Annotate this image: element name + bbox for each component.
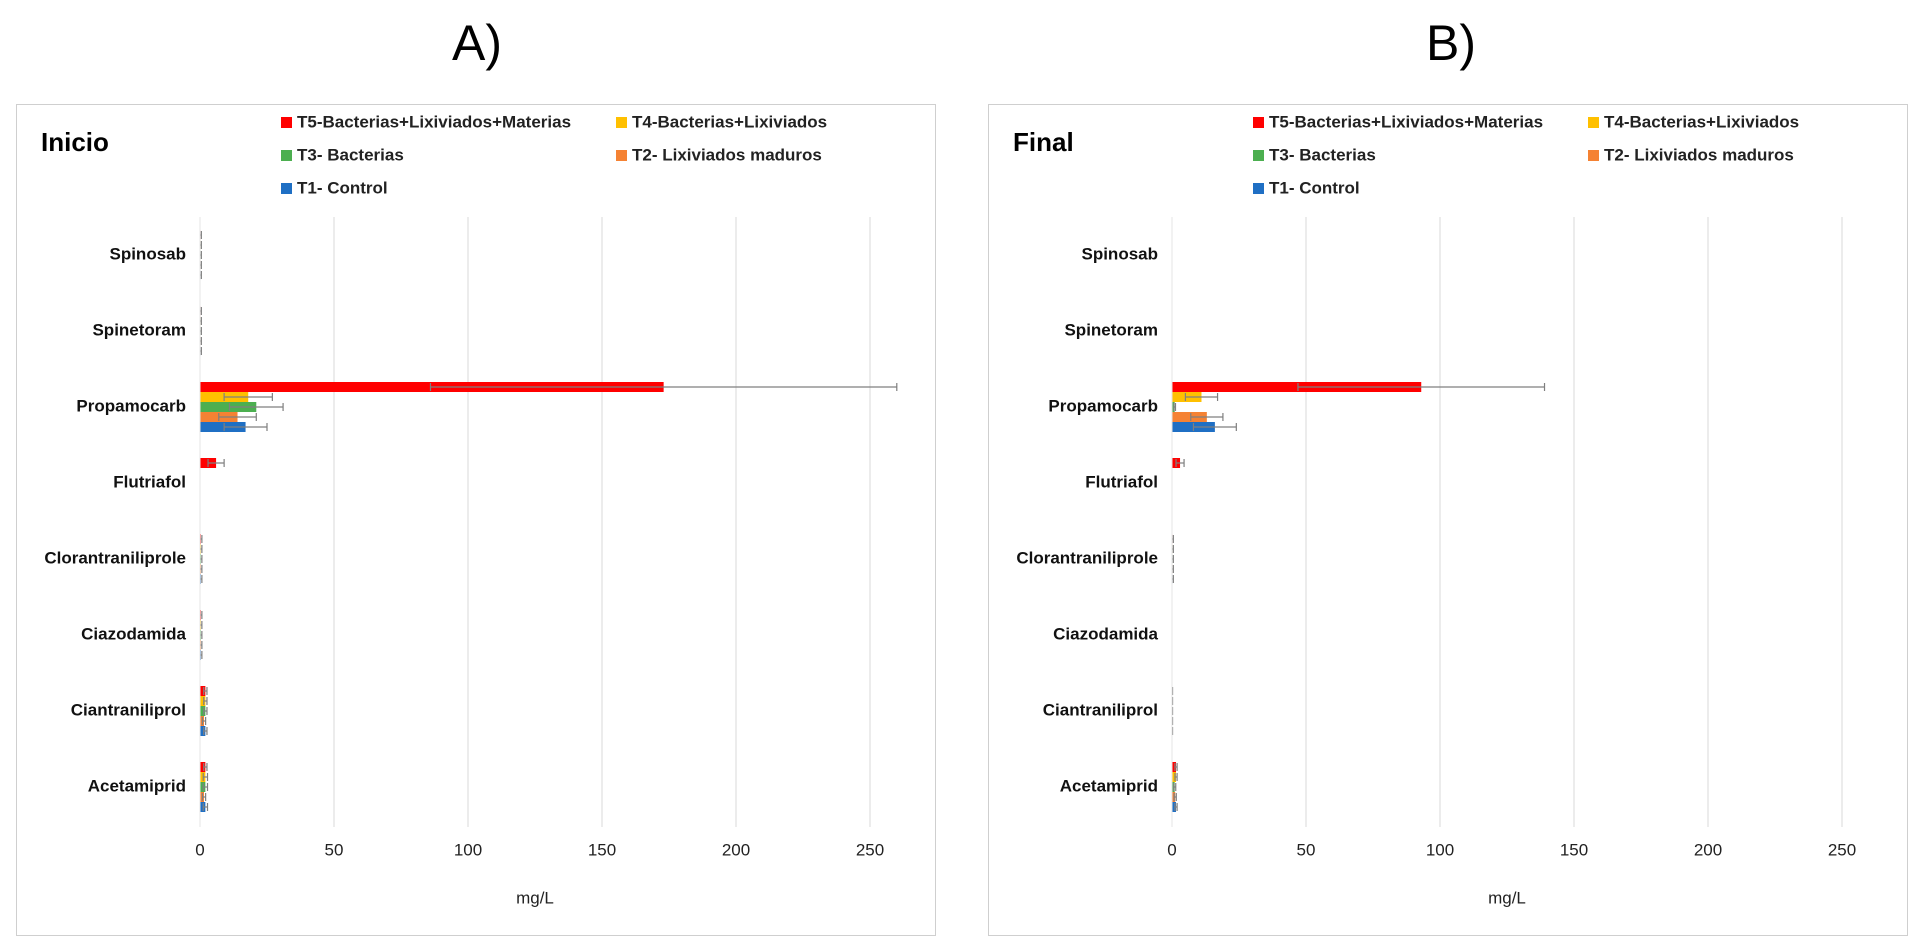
bar-t3-bacterias-propamocarb xyxy=(200,402,257,412)
tick-label-x-0: 0 xyxy=(195,840,204,859)
legend-swatch-t2-lixiviados-maduros xyxy=(1588,150,1599,161)
tick-label-x-100: 100 xyxy=(1426,840,1454,859)
category-label-spinetoram: Spinetoram xyxy=(92,320,186,339)
tick-label-x-0: 0 xyxy=(1167,840,1176,859)
legend-swatch-t5-bacterias-lixiviados-materias xyxy=(1253,117,1264,128)
legend-swatch-t4-bacterias-lixiviados xyxy=(616,117,627,128)
category-label-ciantraniliprol: Ciantraniliprol xyxy=(71,700,186,719)
legend-label-t3-bacterias: T3- Bacterias xyxy=(297,145,404,164)
category-label-ciazodamida: Ciazodamida xyxy=(81,624,186,643)
bar-t5-bacterias-lixiviados-materias-propamocarb xyxy=(1172,382,1422,392)
category-label-flutriafol: Flutriafol xyxy=(1085,472,1158,491)
category-label-clorantraniliprole: Clorantraniliprole xyxy=(44,548,186,567)
category-label-spinosab: Spinosab xyxy=(1081,244,1158,263)
category-label-ciazodamida: Ciazodamida xyxy=(1053,624,1158,643)
chart-title: Inicio xyxy=(41,127,109,157)
chart-panel-final: Final T5-Bacterias+Lixiviados+Materias T4-… xyxy=(988,104,1908,936)
tick-label-x-100: 100 xyxy=(454,840,482,859)
tick-label-x-250: 250 xyxy=(856,840,884,859)
category-label-flutriafol: Flutriafol xyxy=(113,472,186,491)
tick-label-x-200: 200 xyxy=(722,840,750,859)
category-label-propamocarb: Propamocarb xyxy=(1048,396,1158,415)
bar-t5-bacterias-lixiviados-materias-acetamiprid xyxy=(200,762,206,772)
legend-label-t2-lixiviados-maduros: T2- Lixiviados maduros xyxy=(1604,145,1794,164)
panel-letter-a: A) xyxy=(452,15,502,71)
tick-label-x-50: 50 xyxy=(325,840,344,859)
bar-t4-bacterias-lixiviados-ciantraniliprol xyxy=(200,696,206,706)
bar-t5-bacterias-lixiviados-materias-ciantraniliprol xyxy=(200,686,206,696)
category-label-spinetoram: Spinetoram xyxy=(1064,320,1158,339)
legend-swatch-t1-control xyxy=(1253,183,1264,194)
legend-swatch-t2-lixiviados-maduros xyxy=(616,150,627,161)
category-label-acetamiprid: Acetamiprid xyxy=(1060,776,1158,795)
legend-label-t2-lixiviados-maduros: T2- Lixiviados maduros xyxy=(632,145,822,164)
bar-t1-control-propamocarb xyxy=(200,422,246,432)
legend-swatch-t3-bacterias xyxy=(281,150,292,161)
panel-letter-b: B) xyxy=(1426,15,1476,71)
legend-swatch-t5-bacterias-lixiviados-materias xyxy=(281,117,292,128)
bar-t1-control-acetamiprid xyxy=(1172,802,1177,812)
legend-label-t5-bacterias-lixiviados-materias: T5-Bacterias+Lixiviados+Materias xyxy=(1269,112,1543,131)
legend-label-t5-bacterias-lixiviados-materias: T5-Bacterias+Lixiviados+Materias xyxy=(297,112,571,131)
tick-label-x-250: 250 xyxy=(1828,840,1856,859)
bar-t3-bacterias-ciantraniliprol xyxy=(200,706,206,716)
category-label-ciantraniliprol: Ciantraniliprol xyxy=(1043,700,1158,719)
tick-label-x-200: 200 xyxy=(1694,840,1722,859)
chart-title: Final xyxy=(1013,127,1074,157)
legend-label-t1-control: T1- Control xyxy=(1269,178,1360,197)
tick-label-x-150: 150 xyxy=(588,840,616,859)
legend-label-t3-bacterias: T3- Bacterias xyxy=(1269,145,1376,164)
tick-label-x-150: 150 xyxy=(1560,840,1588,859)
category-label-acetamiprid: Acetamiprid xyxy=(88,776,186,795)
x-axis-title: mg/L xyxy=(1488,888,1526,907)
bar-t4-bacterias-lixiviados-acetamiprid xyxy=(1172,772,1177,782)
legend-swatch-t1-control xyxy=(281,183,292,194)
legend-swatch-t4-bacterias-lixiviados xyxy=(1588,117,1599,128)
tick-label-x-50: 50 xyxy=(1297,840,1316,859)
category-label-spinosab: Spinosab xyxy=(109,244,186,263)
chart-svg-inicio: Inicio T5-Bacterias+Lixiviados+Materias T4… xyxy=(41,112,898,907)
chart-svg-final: Final T5-Bacterias+Lixiviados+Materias T4-… xyxy=(1013,112,1856,907)
chart-panel-inicio: Inicio T5-Bacterias+Lixiviados+Materias T4… xyxy=(16,104,936,936)
x-axis-title: mg/L xyxy=(516,888,554,907)
bar-t2-lixiviados-maduros-propamocarb xyxy=(1172,412,1207,422)
category-label-propamocarb: Propamocarb xyxy=(76,396,186,415)
legend-label-t1-control: T1- Control xyxy=(297,178,388,197)
legend-label-t4-bacterias-lixiviados: T4-Bacterias+Lixiviados xyxy=(1604,112,1799,131)
bar-t5-bacterias-lixiviados-materias-acetamiprid xyxy=(1172,762,1177,772)
bar-t1-control-ciantraniliprol xyxy=(200,726,206,736)
legend-swatch-t3-bacterias xyxy=(1253,150,1264,161)
legend-label-t4-bacterias-lixiviados: T4-Bacterias+Lixiviados xyxy=(632,112,827,131)
category-label-clorantraniliprole: Clorantraniliprole xyxy=(1016,548,1158,567)
